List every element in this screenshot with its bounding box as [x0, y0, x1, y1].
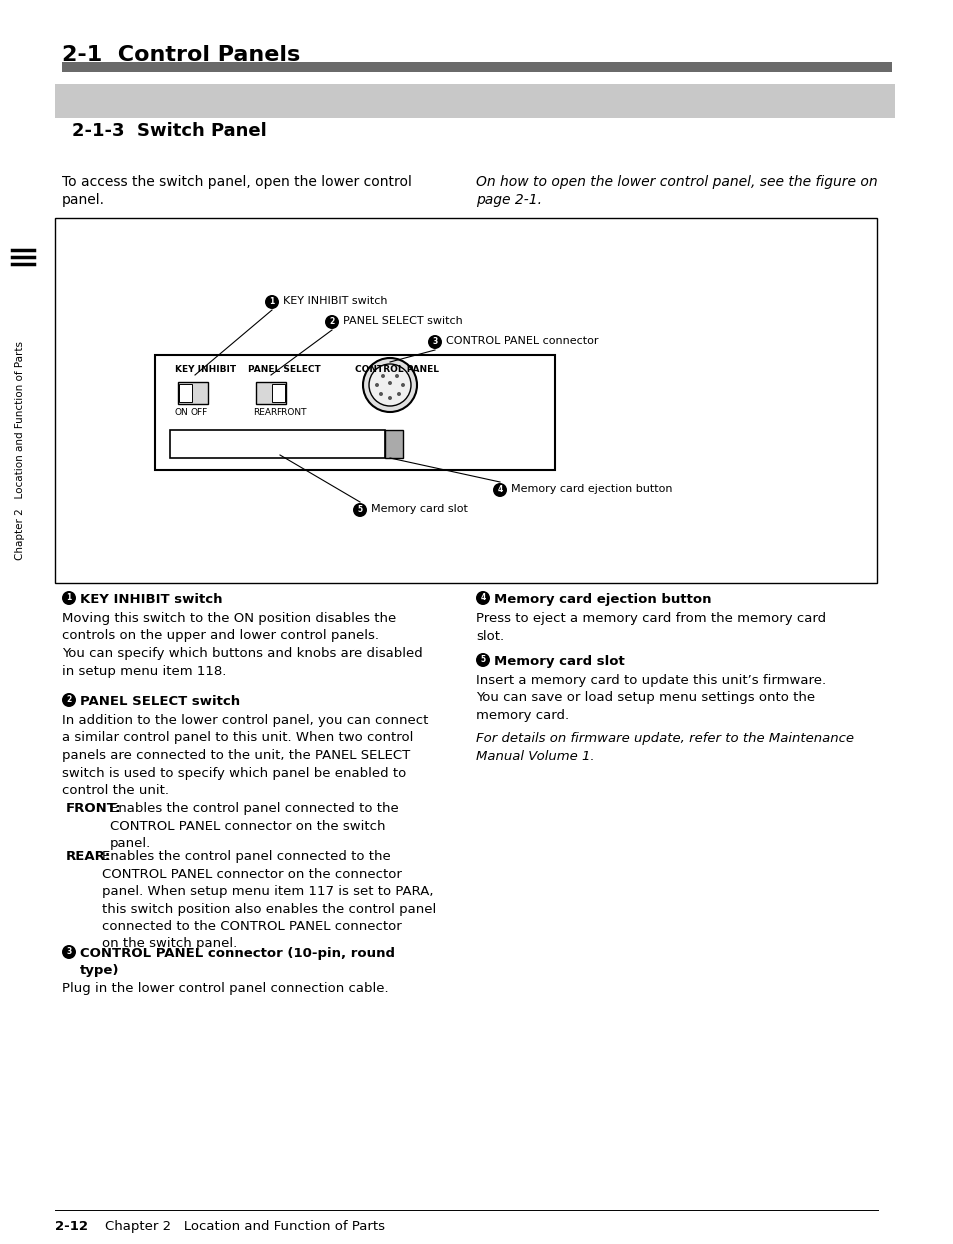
Circle shape: [369, 364, 411, 406]
Circle shape: [363, 358, 416, 412]
Circle shape: [380, 374, 385, 378]
Text: 3: 3: [67, 948, 71, 957]
Text: KEY INHIBIT: KEY INHIBIT: [174, 364, 236, 374]
Circle shape: [396, 392, 400, 396]
Text: In addition to the lower control panel, you can connect
a similar control panel : In addition to the lower control panel, …: [62, 714, 428, 797]
Text: PANEL SELECT switch: PANEL SELECT switch: [343, 316, 462, 326]
Text: panel.: panel.: [62, 193, 105, 207]
Text: Enables the control panel connected to the
CONTROL PANEL connector on the switch: Enables the control panel connected to t…: [110, 802, 398, 850]
Text: page 2-1.: page 2-1.: [476, 193, 541, 207]
Text: Memory card ejection button: Memory card ejection button: [494, 593, 711, 606]
Text: To access the switch panel, open the lower control: To access the switch panel, open the low…: [62, 175, 412, 189]
Bar: [170, 430, 385, 458]
Circle shape: [62, 945, 76, 959]
Text: 5: 5: [480, 656, 485, 664]
Circle shape: [388, 396, 392, 401]
Text: Press to eject a memory card from the memory card
slot.: Press to eject a memory card from the me…: [476, 612, 825, 642]
Circle shape: [378, 392, 382, 396]
Text: 2-1  Control Panels: 2-1 Control Panels: [62, 45, 300, 65]
Text: ON: ON: [174, 408, 189, 417]
Text: REAR:: REAR:: [66, 850, 112, 863]
Circle shape: [388, 381, 392, 384]
Text: 1: 1: [67, 593, 71, 602]
Text: OFF: OFF: [191, 408, 208, 417]
Bar: [255, 382, 286, 404]
Circle shape: [476, 591, 490, 605]
Circle shape: [325, 315, 338, 328]
Bar: [178, 382, 208, 404]
Bar: [55, 218, 876, 583]
Text: Memory card slot: Memory card slot: [494, 656, 624, 668]
Text: 3: 3: [432, 337, 437, 347]
Text: 2-12: 2-12: [55, 1220, 88, 1233]
Text: CONTROL PANEL connector (10-pin, round: CONTROL PANEL connector (10-pin, round: [80, 947, 395, 960]
Text: Chapter 2   Location and Function of Parts: Chapter 2 Location and Function of Parts: [15, 341, 25, 560]
Text: Memory card slot: Memory card slot: [371, 504, 467, 514]
Text: Plug in the lower control panel connection cable.: Plug in the lower control panel connecti…: [62, 982, 388, 995]
Text: PANEL SELECT switch: PANEL SELECT switch: [80, 695, 240, 708]
Text: REAR: REAR: [253, 408, 277, 417]
Circle shape: [375, 383, 378, 387]
Circle shape: [265, 295, 278, 309]
Circle shape: [62, 693, 76, 707]
Text: type): type): [80, 964, 119, 977]
Text: FRONT:: FRONT:: [66, 802, 121, 815]
Bar: [154, 355, 555, 470]
Circle shape: [428, 335, 441, 350]
Circle shape: [395, 374, 398, 378]
Text: 5: 5: [357, 505, 362, 515]
Circle shape: [476, 653, 490, 667]
Bar: [272, 384, 285, 402]
Bar: [62, 62, 891, 72]
Bar: [179, 384, 192, 402]
Text: FRONT: FRONT: [275, 408, 306, 417]
Text: For details on firmware update, refer to the Maintenance
Manual Volume 1.: For details on firmware update, refer to…: [476, 731, 853, 763]
Text: 2: 2: [67, 695, 71, 704]
Text: PANEL SELECT: PANEL SELECT: [248, 364, 320, 374]
Text: CONTROL PANEL: CONTROL PANEL: [355, 364, 438, 374]
Text: 1: 1: [269, 297, 274, 306]
Text: Chapter 2   Location and Function of Parts: Chapter 2 Location and Function of Parts: [88, 1220, 385, 1233]
Text: Memory card ejection button: Memory card ejection button: [511, 484, 672, 494]
Text: Insert a memory card to update this unit’s firmware.
You can save or load setup : Insert a memory card to update this unit…: [476, 674, 825, 722]
Text: KEY INHIBIT switch: KEY INHIBIT switch: [283, 296, 387, 306]
Circle shape: [400, 383, 405, 387]
Circle shape: [62, 591, 76, 605]
Text: KEY INHIBIT switch: KEY INHIBIT switch: [80, 593, 222, 606]
Text: Moving this switch to the ON position disables the
controls on the upper and low: Moving this switch to the ON position di…: [62, 612, 422, 678]
Text: 4: 4: [497, 485, 502, 495]
Bar: [55, 85, 894, 118]
Text: Enables the control panel connected to the
CONTROL PANEL connector on the connec: Enables the control panel connected to t…: [102, 850, 436, 950]
Bar: [385, 430, 402, 458]
Text: On how to open the lower control panel, see the figure on: On how to open the lower control panel, …: [476, 175, 877, 189]
Circle shape: [353, 503, 367, 518]
Text: 2: 2: [329, 317, 335, 326]
Text: 4: 4: [480, 593, 485, 602]
Text: CONTROL PANEL connector: CONTROL PANEL connector: [446, 336, 598, 346]
Text: 2-1-3  Switch Panel: 2-1-3 Switch Panel: [71, 122, 267, 141]
Circle shape: [493, 483, 506, 498]
